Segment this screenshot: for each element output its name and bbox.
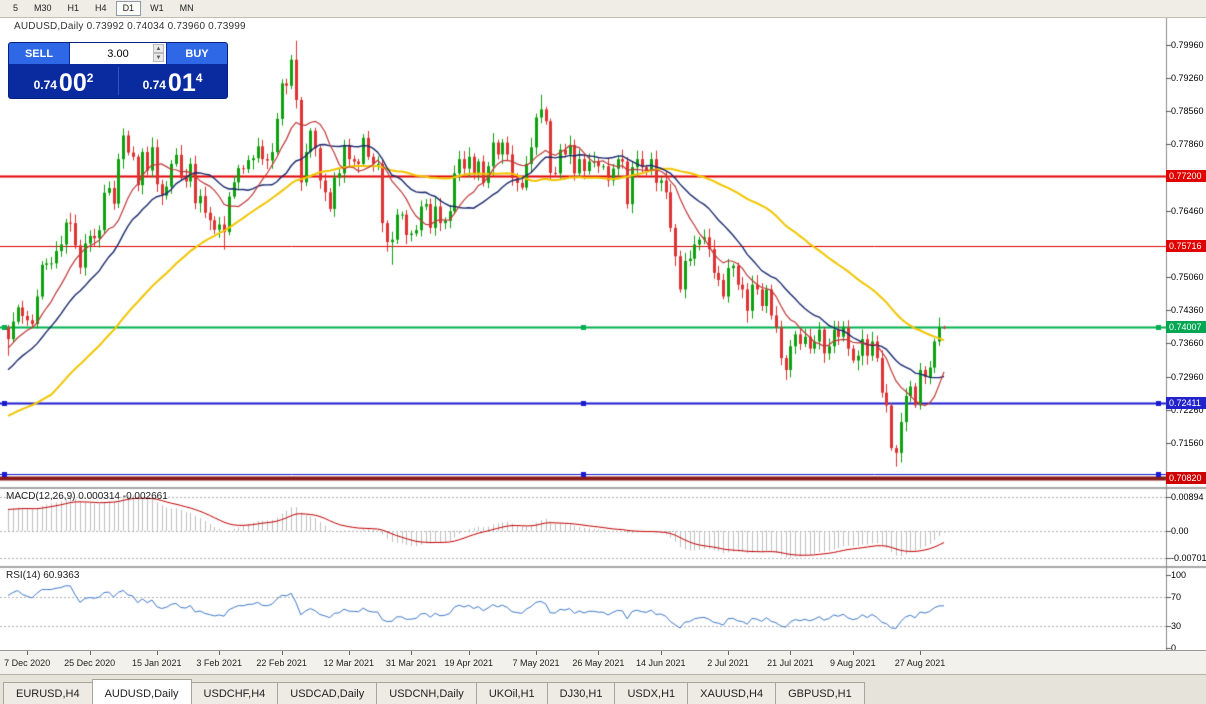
tab-ukoil-h1[interactable]: UKOil,H1 [475, 682, 548, 704]
date-tick-mark [536, 651, 537, 655]
rsi-label: RSI(14) 60.9363 [6, 570, 80, 581]
price-tick-label: 0.76460 [1171, 205, 1204, 216]
tf-button-h1[interactable]: H1 [61, 1, 87, 16]
tab-dj30-h1[interactable]: DJ30,H1 [546, 682, 616, 704]
date-tick-mark [90, 651, 91, 655]
price-tick-label: 0.79960 [1171, 40, 1204, 50]
price-tick-label: 0.71560 [1171, 437, 1204, 448]
date-tick-mark [598, 651, 599, 655]
date-label: 25 Dec 2020 [64, 658, 116, 668]
price-tag: 0.77200 [1166, 169, 1206, 182]
tab-eurusd-h4[interactable]: EURUSD,H4 [3, 682, 93, 704]
tf-button-m30[interactable]: M30 [27, 1, 59, 16]
date-tick-mark [728, 651, 729, 655]
price-tick-label: 0.75060 [1171, 272, 1204, 283]
price-tag: 0.74007 [1166, 320, 1206, 333]
sell-button[interactable]: SELL [9, 43, 69, 64]
price-tag: 0.70820 [1166, 471, 1206, 484]
tf-button-mn[interactable]: MN [173, 1, 201, 16]
tab-xauusd-h4[interactable]: XAUUSD,H4 [687, 682, 777, 704]
price-tick-label: 0.74360 [1171, 305, 1204, 316]
date-label: 2 Jul 2021 [707, 658, 749, 668]
date-label: 26 May 2021 [572, 658, 625, 668]
rsi-axis-label: 0 [1171, 643, 1177, 653]
tab-gbpusd-h1[interactable]: GBPUSD,H1 [775, 682, 865, 704]
price-tick-label: 0.72260 [1171, 404, 1204, 415]
chart-ohlc-header: AUDUSD,Daily 0.73992 0.74034 0.73960 0.7… [14, 21, 246, 32]
date-label: 22 Feb 2021 [256, 658, 307, 668]
date-label: 12 Mar 2021 [323, 658, 375, 668]
price-tag: 0.75716 [1166, 240, 1206, 253]
date-label: 9 Aug 2021 [830, 658, 876, 668]
chart-tab-bar: EURUSD,H4 AUDUSD,Daily USDCHF,H4 USDCAD,Dai… [0, 674, 1206, 704]
price-tick-label: 0.73660 [1171, 338, 1204, 349]
date-tick-mark [920, 651, 921, 655]
date-label: 3 Feb 2021 [196, 658, 242, 668]
date-tick-mark [282, 651, 283, 655]
date-label: 15 Jan 2021 [132, 658, 182, 668]
rsi-axis-label: 100 [1171, 570, 1187, 580]
timeframe-toolbar: 5 M30 H1 H4 D1 W1 MN [0, 0, 1206, 18]
date-tick-mark [661, 651, 662, 655]
date-tick-mark [790, 651, 791, 655]
date-label: 14 Jun 2021 [636, 658, 686, 668]
date-tick-mark [349, 651, 350, 655]
date-tick-mark [219, 651, 220, 655]
ohlc-text: AUDUSD,Daily 0.73992 0.74034 0.73960 0.7… [14, 21, 246, 32]
trade-controls-row: SELL 3.00 ▲ ▼ BUY [9, 43, 227, 64]
one-click-trading-panel: SELL 3.00 ▲ ▼ BUY 0.74 00 2 0.74 01 4 [8, 42, 228, 99]
macd-axis-label: -0.00701 [1171, 552, 1206, 563]
price-axis[interactable]: 0.799600.792600.785600.778600.771600.764… [1166, 18, 1206, 653]
price-tag: 0.72411 [1166, 396, 1206, 409]
date-tick-mark [27, 651, 28, 655]
volume-value[interactable]: 3.00 [107, 47, 129, 60]
date-label: 19 Apr 2021 [444, 658, 494, 668]
date-axis[interactable]: 7 Dec 2020 25 Dec 2020 15 Jan 2021 3 Feb 20… [0, 650, 1206, 674]
tab-usdcnh-daily[interactable]: USDCNH,Daily [376, 682, 477, 704]
tab-usdchf-h4[interactable]: USDCHF,H4 [190, 682, 279, 704]
tf-button-w1[interactable]: W1 [143, 1, 171, 16]
bid-big-digits: 00 [58, 69, 87, 97]
spin-down-icon[interactable]: ▼ [153, 53, 164, 62]
macd-label: MACD(12,26,9) 0.000314 -0.002661 [6, 491, 168, 502]
volume-spinner[interactable]: ▲ ▼ [153, 44, 164, 62]
date-tick-mark [411, 651, 412, 655]
bid-main: 0.74 [33, 78, 57, 92]
rsi-axis-label: 30 [1171, 621, 1182, 632]
ask-pipette: 4 [195, 71, 203, 85]
buy-button[interactable]: BUY [167, 43, 227, 64]
price-tick-label: 0.78560 [1171, 106, 1204, 117]
tf-button-h4[interactable]: H4 [88, 1, 114, 16]
bid-pipette: 2 [86, 71, 94, 85]
date-label: 7 May 2021 [512, 658, 560, 668]
rsi-axis-label: 70 [1171, 591, 1182, 602]
price-tick-label: 0.77860 [1171, 139, 1204, 150]
date-label: 27 Aug 2021 [894, 658, 946, 668]
macd-axis-label: 0.00894 [1171, 492, 1204, 503]
tf-button-d1[interactable]: D1 [115, 1, 142, 16]
date-tick-mark [157, 651, 158, 655]
date-label: 7 Dec 2020 [4, 658, 51, 668]
tab-audusd-daily[interactable]: AUDUSD,Daily [91, 679, 192, 704]
date-label: 31 Mar 2021 [385, 658, 437, 668]
ask-main: 0.74 [142, 78, 166, 92]
date-tick-mark [853, 651, 854, 655]
tf-button-5[interactable]: 5 [6, 1, 25, 16]
bid-price[interactable]: 0.74 00 2 [9, 64, 118, 98]
macd-axis-label: 0.00 [1171, 526, 1189, 536]
volume-input[interactable]: 3.00 ▲ ▼ [69, 43, 167, 64]
price-tick-label: 0.72960 [1171, 371, 1204, 382]
tab-usdx-h1[interactable]: USDX,H1 [614, 682, 689, 704]
bid-ask-row: 0.74 00 2 0.74 01 4 [9, 64, 227, 98]
ask-big-digits: 01 [167, 69, 196, 97]
date-tick-mark [469, 651, 470, 655]
date-label: 21 Jul 2021 [767, 658, 814, 668]
price-tick-label: 0.79260 [1171, 73, 1204, 84]
tab-usdcad-daily[interactable]: USDCAD,Daily [277, 682, 378, 704]
chart-canvas[interactable] [0, 0, 1206, 650]
ask-price[interactable]: 0.74 01 4 [118, 64, 227, 98]
spin-up-icon[interactable]: ▲ [153, 44, 164, 53]
